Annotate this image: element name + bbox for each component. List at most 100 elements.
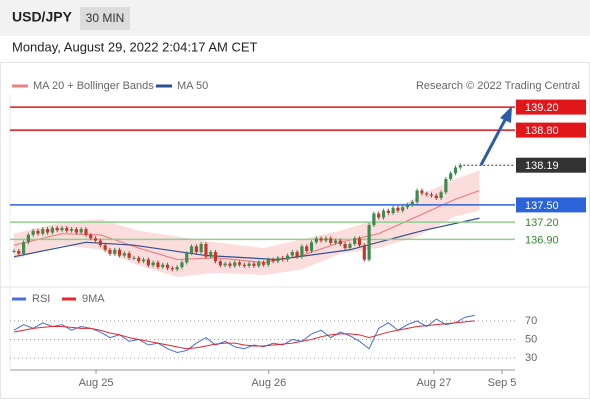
candle: [348, 244, 352, 249]
candle: [329, 238, 333, 243]
candle: [103, 245, 107, 250]
candle: [69, 229, 74, 231]
candle: [17, 250, 21, 254]
level-label: 137.20: [525, 217, 559, 229]
level-badge: [516, 122, 586, 138]
candle: [84, 229, 88, 235]
candle: [319, 238, 323, 241]
legend-label: 9MA: [82, 293, 105, 305]
plot-layer: MA 20 + Bollinger Bands MA 50 139.20 138.80…: [10, 80, 586, 389]
candle: [31, 230, 35, 235]
candle: [36, 230, 40, 234]
candle: [285, 255, 290, 260]
candle: [396, 207, 400, 211]
candle: [180, 262, 184, 268]
candle: [353, 238, 357, 245]
candle: [213, 252, 218, 262]
x-tick-label: Aug 27: [416, 377, 451, 389]
candle: [314, 238, 318, 243]
candle: [209, 252, 213, 257]
level-label: 139.20: [525, 102, 559, 114]
candle: [141, 259, 146, 262]
candle: [189, 246, 194, 254]
candle: [204, 244, 208, 257]
candle: [381, 210, 386, 218]
candle: [444, 179, 448, 193]
candle: [410, 202, 414, 205]
y-tick-label: 30: [525, 352, 537, 364]
candle: [295, 252, 299, 257]
candle: [420, 190, 424, 194]
candle: [50, 227, 54, 233]
candle: [117, 249, 122, 256]
level-label: 138.19: [525, 160, 559, 172]
forecast-arrow: [479, 117, 508, 166]
candle: [185, 253, 189, 263]
forecast-arrowhead: [500, 106, 512, 123]
candle: [261, 262, 266, 265]
candle: [453, 167, 458, 174]
candle: [79, 229, 83, 233]
indicator-line: [13, 320, 475, 350]
level-badge: [516, 197, 586, 213]
candle: [74, 229, 78, 233]
candle: [175, 267, 179, 270]
candle: [425, 193, 429, 195]
candle: [199, 244, 203, 253]
x-tick-label: Sep 5: [488, 377, 517, 389]
candle: [98, 240, 102, 246]
candle: [333, 240, 338, 243]
x-tick-label: Aug 26: [251, 377, 286, 389]
candle: [65, 227, 69, 231]
candle: [281, 257, 285, 260]
candle: [309, 242, 314, 251]
ma-line: [13, 217, 480, 261]
candle: [26, 234, 30, 243]
candle: [113, 249, 117, 254]
level-badge: [516, 157, 586, 173]
level-badge: [516, 99, 586, 115]
candle: [12, 250, 16, 252]
candle: [290, 252, 294, 256]
candle: [405, 204, 410, 208]
candle: [257, 262, 261, 266]
credit: Research © 2022 Trading Central: [416, 80, 580, 92]
candle: [21, 242, 26, 254]
candle: [223, 263, 227, 266]
candle: [386, 210, 390, 213]
candle: [343, 244, 347, 249]
y-tick-label: 50: [525, 333, 537, 345]
candle: [132, 257, 136, 259]
candle: [55, 227, 59, 231]
candle: [439, 192, 443, 198]
candle: [237, 262, 242, 265]
candle: [300, 246, 304, 257]
candle: [151, 262, 155, 266]
candle: [170, 268, 174, 270]
candle: [449, 173, 453, 180]
candle: [401, 207, 405, 211]
level-label: 138.80: [525, 125, 559, 137]
candle: [127, 253, 131, 258]
candle: [362, 245, 366, 260]
legend-label: RSI: [32, 293, 50, 305]
level-label: 137.50: [525, 200, 559, 212]
legend-label: MA 50: [177, 80, 208, 92]
candle: [137, 257, 141, 262]
symbol: USD/JPY: [12, 9, 73, 25]
candle: [324, 238, 328, 241]
candle: [93, 238, 98, 241]
candle: [108, 249, 112, 254]
candle: [218, 261, 222, 266]
candle: [165, 264, 170, 269]
candle: [252, 263, 256, 266]
candle: [161, 264, 165, 268]
candle: [338, 240, 342, 245]
timestamp: Monday, August 29, 2022 2:04:17 AM CET: [12, 39, 258, 54]
candle: [458, 165, 462, 168]
candle: [276, 257, 280, 262]
candle: [45, 229, 50, 233]
y-tick-label: 70: [525, 315, 537, 327]
interval-badge: [80, 7, 130, 30]
